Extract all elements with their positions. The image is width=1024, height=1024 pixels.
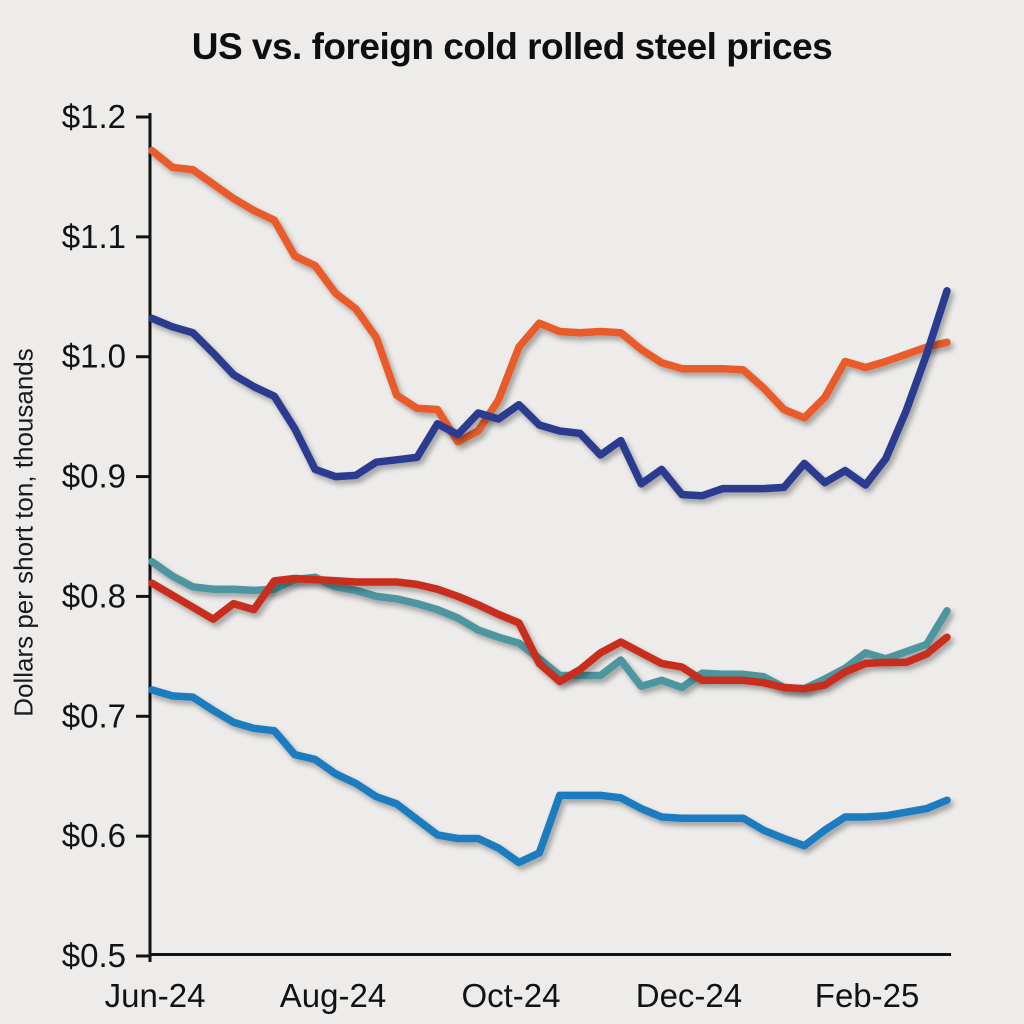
chart-title: US vs. foreign cold rolled steel prices (191, 26, 833, 67)
y-tick-label: $0.5 (62, 937, 126, 974)
y-tick-label: $0.7 (62, 697, 126, 734)
y-tick-label: $0.9 (62, 458, 126, 495)
y-tick-label: $1.0 (62, 338, 126, 375)
x-tick-label: Dec-24 (636, 977, 742, 1014)
series-line-red (148, 574, 951, 693)
x-tick-label: Jun-24 (105, 977, 206, 1014)
x-tick-label: Aug-24 (280, 977, 386, 1014)
x-tick-label: Feb-25 (815, 977, 920, 1014)
series-line-orange (148, 146, 951, 446)
y-tick-label: $1.2 (62, 98, 126, 135)
series-line-light-blue (148, 686, 951, 867)
y-tick-label: $0.6 (62, 817, 126, 854)
y-tick-label: $1.1 (62, 218, 126, 255)
x-tick-label: Oct-24 (461, 977, 560, 1014)
series-line-navy (148, 287, 951, 500)
y-tick-label: $0.8 (62, 577, 126, 614)
